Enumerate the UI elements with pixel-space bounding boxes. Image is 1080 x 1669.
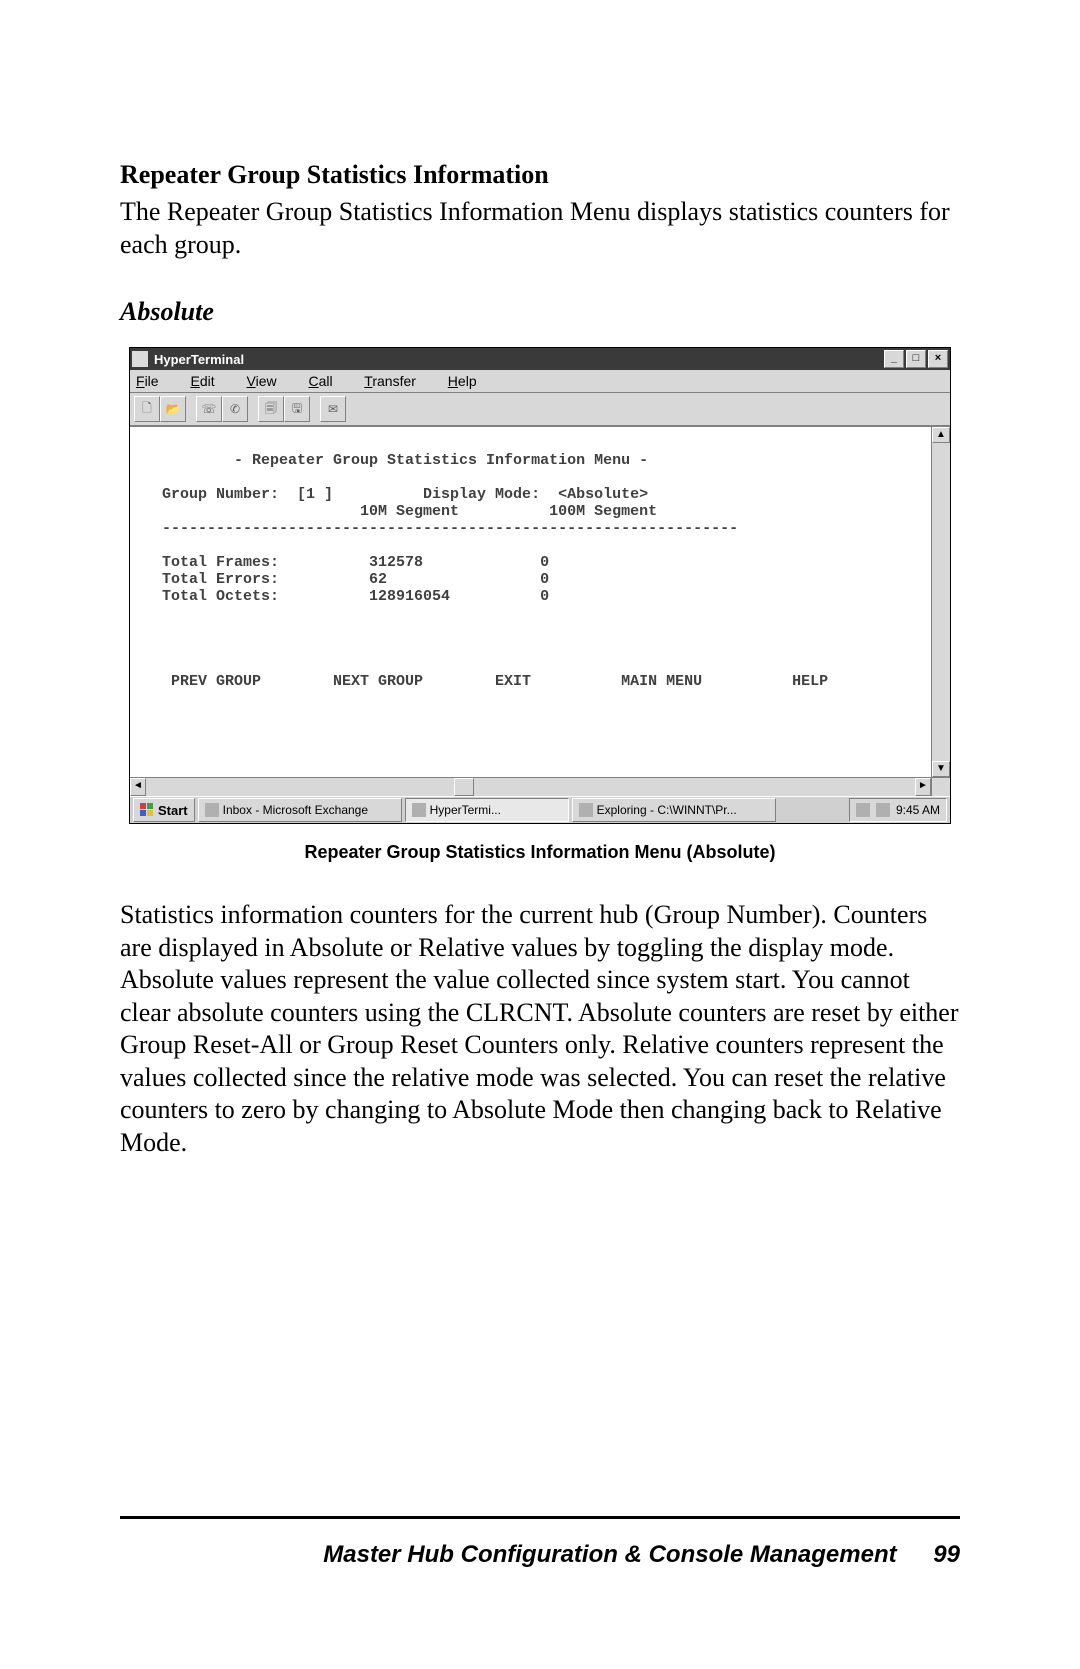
taskbar-item-hyperterminal[interactable]: HyperTermi... <box>405 798 569 822</box>
section-heading: Repeater Group Statistics Information <box>120 160 960 190</box>
menu-view[interactable]: View <box>247 373 291 389</box>
scroll-corner <box>931 778 950 796</box>
maximize-button[interactable]: □ <box>906 350 926 368</box>
hscroll-thumb[interactable] <box>454 778 474 796</box>
start-button[interactable]: Start <box>133 798 195 822</box>
footer-title: Master Hub Configuration & Console Manag… <box>323 1541 896 1568</box>
toolbar: 🗋 📂 ☏ ✆ 🗐 🖫 ✉ <box>130 393 950 426</box>
footer-page-number: 99 <box>933 1541 960 1569</box>
tool-hangup-icon[interactable]: ✆ <box>222 396 248 422</box>
taskbar-item-inbox[interactable]: Inbox - Microsoft Exchange <box>198 798 402 822</box>
term-dashes: ----------------------------------------… <box>144 520 738 537</box>
term-nav-row: PREV GROUP NEXT GROUP EXIT MAIN MENU HEL… <box>144 673 828 690</box>
scroll-up-icon[interactable]: ▲ <box>932 427 950 443</box>
scroll-right-icon[interactable]: ► <box>915 778 931 796</box>
page-footer: Master Hub Configuration & Console Manag… <box>120 1541 960 1569</box>
hyperterminal-icon <box>412 803 426 817</box>
scroll-left-icon[interactable]: ◄ <box>130 778 146 796</box>
tool-new-icon[interactable]: 🗋 <box>134 396 160 422</box>
menu-call[interactable]: Call <box>309 373 347 389</box>
tool-send-icon[interactable]: 🗐 <box>258 396 284 422</box>
hyperterminal-window: HyperTerminal _ □ × File Edit View Call … <box>129 347 951 824</box>
term-title: - Repeater Group Statistics Information … <box>144 452 648 469</box>
window-title: HyperTerminal <box>154 352 884 367</box>
tool-receive-icon[interactable]: 🖫 <box>284 396 310 422</box>
intro-paragraph: The Repeater Group Statistics Informatio… <box>120 196 960 261</box>
figure-caption: Repeater Group Statistics Information Me… <box>120 842 960 863</box>
tray-icon-1[interactable] <box>856 803 870 817</box>
app-icon <box>132 351 148 367</box>
taskbar-explorer-label: Exploring - C:\WINNT\Pr... <box>597 803 737 817</box>
minimize-button[interactable]: _ <box>884 350 904 368</box>
start-label: Start <box>158 803 188 818</box>
windows-logo-icon <box>140 803 154 817</box>
term-header-row: Group Number: [1 ] Display Mode: <Absolu… <box>144 486 648 503</box>
close-button[interactable]: × <box>928 350 948 368</box>
scroll-down-icon[interactable]: ▼ <box>932 761 950 777</box>
terminal-area: - Repeater Group Statistics Information … <box>130 426 950 777</box>
term-total-frames: Total Frames: 312578 0 <box>144 554 549 571</box>
tray-clock: 9:45 AM <box>896 803 940 817</box>
menu-edit[interactable]: Edit <box>190 373 228 389</box>
taskbar: Start Inbox - Microsoft Exchange HyperTe… <box>130 796 950 823</box>
menu-help[interactable]: Help <box>448 373 491 389</box>
vertical-scrollbar[interactable]: ▲ ▼ <box>931 427 950 777</box>
horizontal-scrollbar[interactable]: ◄ ► <box>130 777 950 796</box>
taskbar-item-explorer[interactable]: Exploring - C:\WINNT\Pr... <box>572 798 776 822</box>
menu-bar: File Edit View Call Transfer Help <box>130 370 950 393</box>
system-tray[interactable]: 9:45 AM <box>849 798 947 822</box>
subheading-absolute: Absolute <box>120 297 960 327</box>
term-total-errors: Total Errors: 62 0 <box>144 571 549 588</box>
inbox-icon <box>205 803 219 817</box>
menu-file[interactable]: File <box>136 373 173 389</box>
taskbar-inbox-label: Inbox - Microsoft Exchange <box>223 803 368 817</box>
vscroll-track[interactable] <box>932 443 950 761</box>
window-buttons: _ □ × <box>884 350 948 368</box>
tool-properties-icon[interactable]: ✉ <box>320 396 346 422</box>
titlebar[interactable]: HyperTerminal _ □ × <box>130 348 950 370</box>
term-total-octets: Total Octets: 128916054 0 <box>144 588 549 605</box>
document-page: Repeater Group Statistics Information Th… <box>0 0 1080 1669</box>
body-paragraph: Statistics information counters for the … <box>120 899 960 1159</box>
tool-open-icon[interactable]: 📂 <box>160 396 186 422</box>
tool-call-icon[interactable]: ☏ <box>196 396 222 422</box>
menu-transfer[interactable]: Transfer <box>364 373 430 389</box>
hscroll-track[interactable] <box>146 778 915 796</box>
taskbar-hyperterminal-label: HyperTermi... <box>430 803 501 817</box>
footer-rule <box>120 1516 960 1519</box>
term-segment-header: 10M Segment 100M Segment <box>144 503 657 520</box>
tray-icon-2[interactable] <box>876 803 890 817</box>
terminal-content[interactable]: - Repeater Group Statistics Information … <box>130 427 931 777</box>
explorer-icon <box>579 803 593 817</box>
